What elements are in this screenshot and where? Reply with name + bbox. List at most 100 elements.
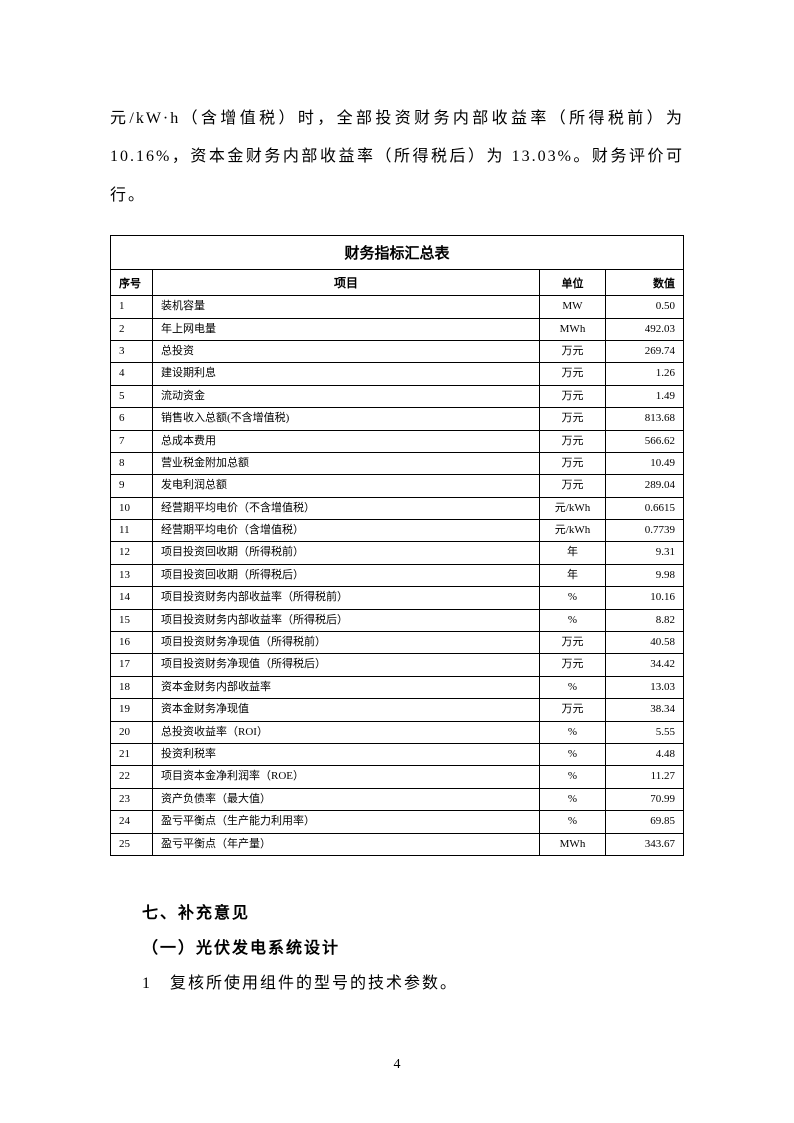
financial-summary-table: 财务指标汇总表 序号 项目 单位 数值 1装机容量MW0.502年上网电量MWh… xyxy=(110,235,684,856)
cell-seq: 17 xyxy=(111,654,153,676)
cell-item: 流动资金 xyxy=(153,385,540,407)
cell-unit: 元/kWh xyxy=(540,497,606,519)
cell-item: 总成本费用 xyxy=(153,430,540,452)
cell-item: 年上网电量 xyxy=(153,318,540,340)
cell-unit: % xyxy=(540,676,606,698)
cell-unit: 万元 xyxy=(540,363,606,385)
table-row: 9发电利润总额万元289.04 xyxy=(111,475,684,497)
col-header-unit: 单位 xyxy=(540,270,606,296)
cell-item: 发电利润总额 xyxy=(153,475,540,497)
cell-unit: % xyxy=(540,609,606,631)
cell-item: 装机容量 xyxy=(153,296,540,318)
cell-unit: MWh xyxy=(540,833,606,855)
table-row: 2年上网电量MWh492.03 xyxy=(111,318,684,340)
intro-paragraph: 元/kW·h（含增值税）时，全部投资财务内部收益率（所得税前）为 10.16%，… xyxy=(110,100,684,215)
cell-item: 总投资收益率（ROI） xyxy=(153,721,540,743)
cell-value: 5.55 xyxy=(606,721,684,743)
cell-seq: 23 xyxy=(111,788,153,810)
cell-seq: 15 xyxy=(111,609,153,631)
cell-seq: 9 xyxy=(111,475,153,497)
cell-unit: 万元 xyxy=(540,475,606,497)
cell-item: 总投资 xyxy=(153,340,540,362)
cell-value: 1.26 xyxy=(606,363,684,385)
table-row: 8营业税金附加总额万元10.49 xyxy=(111,452,684,474)
cell-value: 813.68 xyxy=(606,408,684,430)
cell-value: 4.48 xyxy=(606,743,684,765)
cell-value: 0.7739 xyxy=(606,520,684,542)
table-row: 20总投资收益率（ROI）%5.55 xyxy=(111,721,684,743)
cell-item: 经营期平均电价（不含增值税） xyxy=(153,497,540,519)
cell-value: 70.99 xyxy=(606,788,684,810)
col-header-seq: 序号 xyxy=(111,270,153,296)
table-row: 10经营期平均电价（不含增值税）元/kWh0.6615 xyxy=(111,497,684,519)
cell-unit: 万元 xyxy=(540,385,606,407)
cell-item: 项目投资财务净现值（所得税前） xyxy=(153,632,540,654)
cell-seq: 1 xyxy=(111,296,153,318)
cell-value: 289.04 xyxy=(606,475,684,497)
cell-item: 资本金财务内部收益率 xyxy=(153,676,540,698)
cell-seq: 25 xyxy=(111,833,153,855)
table-row: 17项目投资财务净现值（所得税后）万元34.42 xyxy=(111,654,684,676)
cell-unit: 万元 xyxy=(540,340,606,362)
cell-seq: 24 xyxy=(111,811,153,833)
body-line-1: 1 复核所使用组件的型号的技术参数。 xyxy=(110,966,684,1001)
cell-item: 项目投资回收期（所得税前） xyxy=(153,542,540,564)
cell-seq: 19 xyxy=(111,699,153,721)
cell-seq: 2 xyxy=(111,318,153,340)
cell-item: 项目投资财务内部收益率（所得税前） xyxy=(153,587,540,609)
table-title: 财务指标汇总表 xyxy=(111,236,684,270)
cell-item: 项目投资回收期（所得税后） xyxy=(153,564,540,586)
section-heading: 七、补充意见 xyxy=(110,896,684,931)
cell-value: 9.31 xyxy=(606,542,684,564)
cell-unit: MW xyxy=(540,296,606,318)
cell-value: 13.03 xyxy=(606,676,684,698)
subsection-heading: （一）光伏发电系统设计 xyxy=(110,931,684,966)
cell-item: 盈亏平衡点（年产量） xyxy=(153,833,540,855)
table-row: 23资产负债率（最大值）%70.99 xyxy=(111,788,684,810)
cell-value: 492.03 xyxy=(606,318,684,340)
cell-unit: 万元 xyxy=(540,654,606,676)
cell-value: 8.82 xyxy=(606,609,684,631)
cell-value: 0.50 xyxy=(606,296,684,318)
cell-unit: 年 xyxy=(540,542,606,564)
cell-item: 投资利税率 xyxy=(153,743,540,765)
cell-seq: 5 xyxy=(111,385,153,407)
cell-unit: 万元 xyxy=(540,452,606,474)
table-row: 3总投资万元269.74 xyxy=(111,340,684,362)
table-row: 5流动资金万元1.49 xyxy=(111,385,684,407)
cell-item: 项目投资财务净现值（所得税后） xyxy=(153,654,540,676)
cell-unit: 万元 xyxy=(540,632,606,654)
cell-unit: 万元 xyxy=(540,408,606,430)
cell-seq: 3 xyxy=(111,340,153,362)
col-header-value: 数值 xyxy=(606,270,684,296)
cell-value: 566.62 xyxy=(606,430,684,452)
cell-seq: 18 xyxy=(111,676,153,698)
cell-value: 269.74 xyxy=(606,340,684,362)
table-row: 19资本金财务净现值万元38.34 xyxy=(111,699,684,721)
table-row: 21投资利税率%4.48 xyxy=(111,743,684,765)
cell-unit: % xyxy=(540,811,606,833)
table-row: 1装机容量MW0.50 xyxy=(111,296,684,318)
cell-value: 0.6615 xyxy=(606,497,684,519)
table-row: 11经营期平均电价（含增值税）元/kWh0.7739 xyxy=(111,520,684,542)
cell-item: 资本金财务净现值 xyxy=(153,699,540,721)
cell-seq: 11 xyxy=(111,520,153,542)
table-row: 14项目投资财务内部收益率（所得税前）%10.16 xyxy=(111,587,684,609)
cell-value: 1.49 xyxy=(606,385,684,407)
table-row: 22项目资本金净利润率（ROE）%11.27 xyxy=(111,766,684,788)
cell-value: 10.49 xyxy=(606,452,684,474)
cell-seq: 6 xyxy=(111,408,153,430)
cell-seq: 16 xyxy=(111,632,153,654)
cell-value: 10.16 xyxy=(606,587,684,609)
cell-item: 销售收入总额(不含增值税) xyxy=(153,408,540,430)
page-number: 4 xyxy=(0,1057,794,1073)
table-row: 12项目投资回收期（所得税前）年9.31 xyxy=(111,542,684,564)
cell-unit: MWh xyxy=(540,318,606,340)
table-row: 13项目投资回收期（所得税后）年9.98 xyxy=(111,564,684,586)
cell-item: 建设期利息 xyxy=(153,363,540,385)
cell-seq: 13 xyxy=(111,564,153,586)
cell-item: 项目资本金净利润率（ROE） xyxy=(153,766,540,788)
cell-seq: 8 xyxy=(111,452,153,474)
cell-seq: 14 xyxy=(111,587,153,609)
cell-item: 资产负债率（最大值） xyxy=(153,788,540,810)
